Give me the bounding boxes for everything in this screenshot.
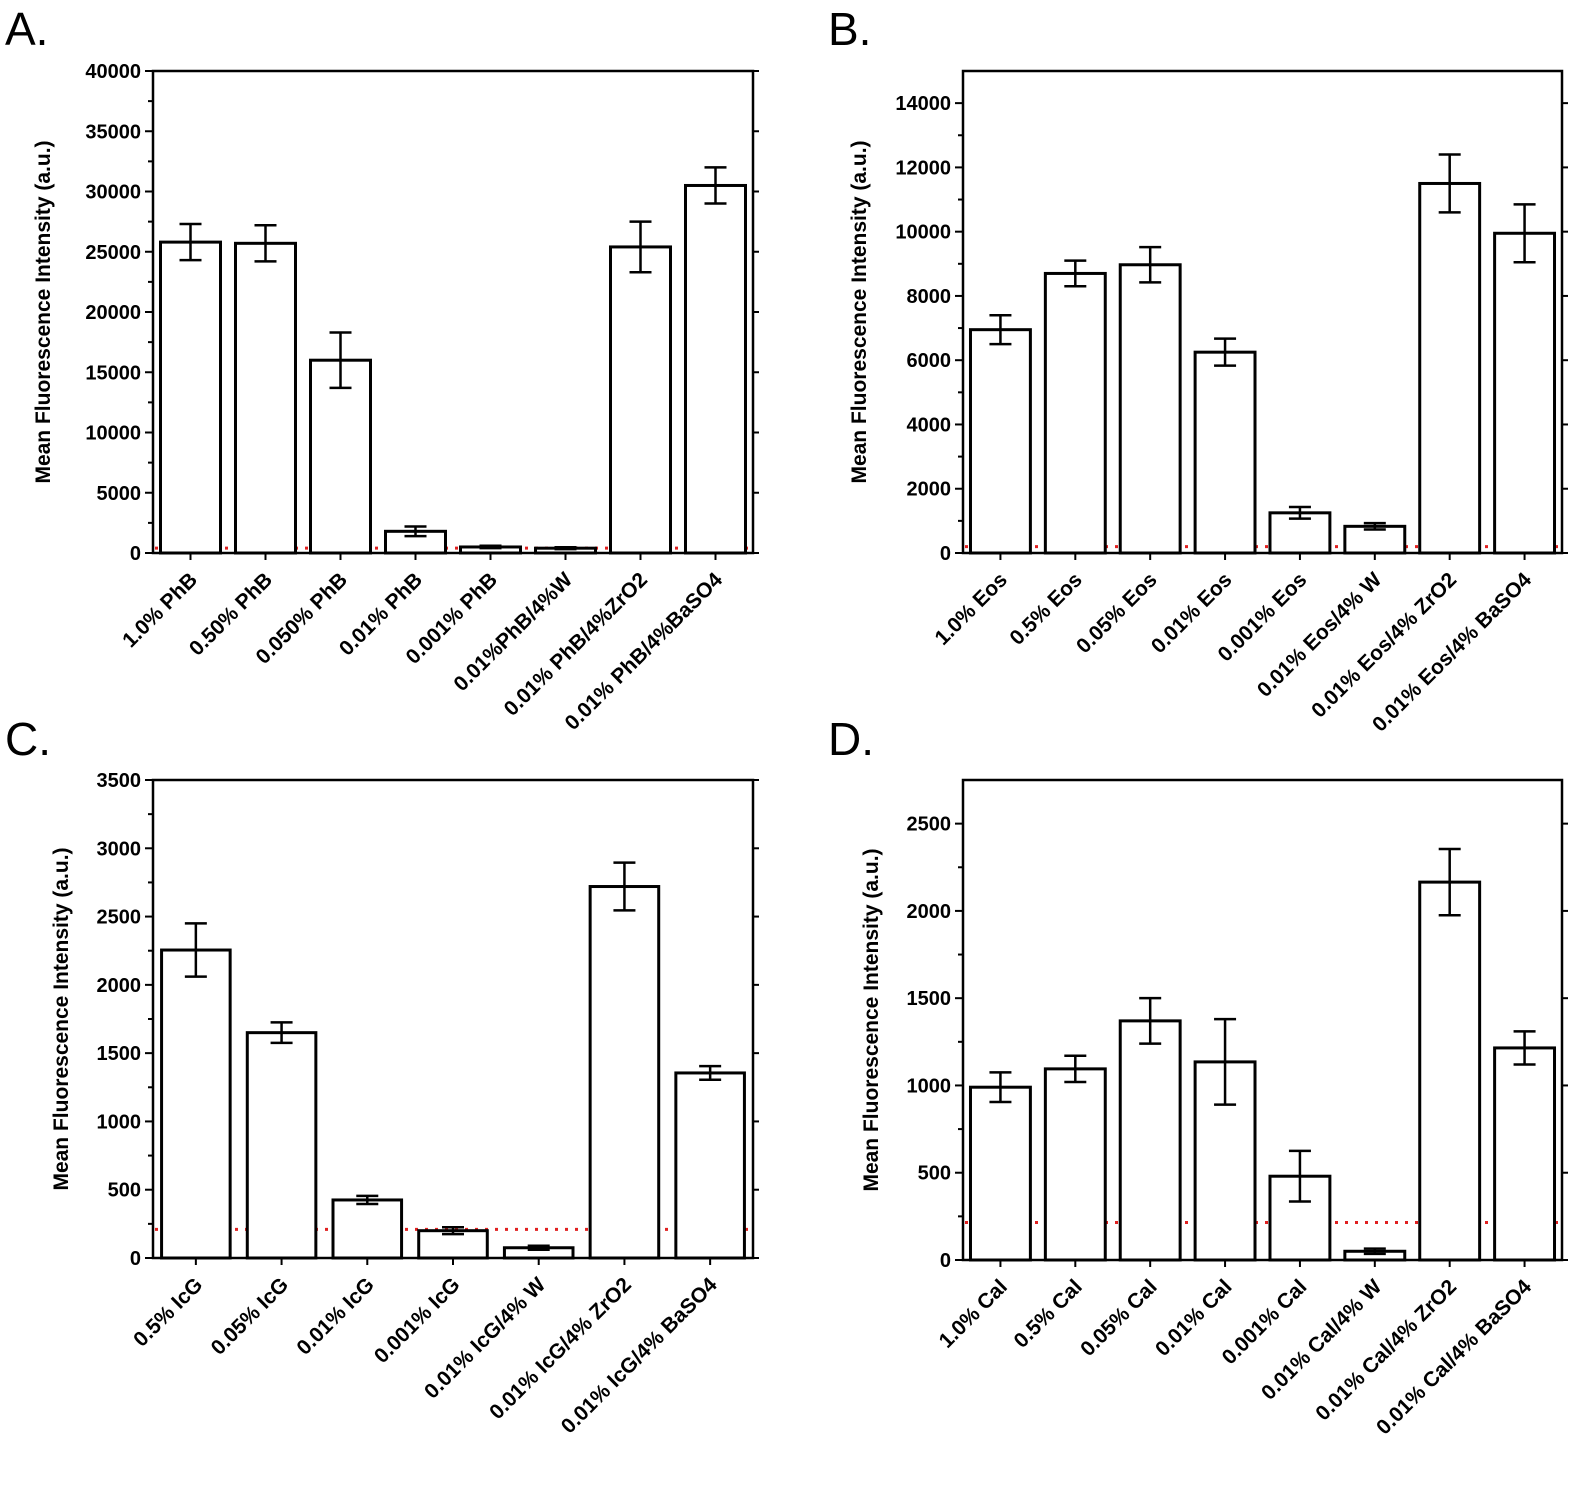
y-tick-label: 0 bbox=[130, 1248, 141, 1270]
y-tick-label: 30000 bbox=[85, 182, 141, 204]
y-axis-label: Mean Fluorescence Intensity (a.u.) bbox=[848, 140, 871, 483]
bar bbox=[1493, 231, 1557, 555]
y-tick-label: 3000 bbox=[97, 838, 142, 860]
x-tick-label: 0.01% Cal/4% BaSO4 bbox=[1372, 1275, 1536, 1439]
x-tick-label: 0.05% Cal bbox=[1076, 1275, 1162, 1361]
y-tick-label: 14000 bbox=[895, 93, 951, 115]
bar bbox=[245, 1031, 318, 1260]
y-tick-label: 500 bbox=[108, 1180, 141, 1202]
x-tick-label: 0.05% IcG bbox=[207, 1273, 293, 1359]
x-tick-label: 0.05% Eos bbox=[1072, 568, 1162, 658]
x-tick-label: 0.01% Eos/4% ZrO2 bbox=[1307, 568, 1461, 722]
y-tick-label: 4000 bbox=[907, 414, 952, 436]
bar bbox=[1193, 350, 1257, 555]
bar bbox=[968, 1085, 1032, 1262]
y-tick-label: 0 bbox=[940, 1250, 951, 1272]
panel-letter: B. bbox=[828, 3, 871, 55]
y-tick-label: 5000 bbox=[97, 483, 142, 505]
panel-a: A. Mean Fluorescence Intensity (a.u.) 0 500… bbox=[5, 3, 759, 735]
x-tick-label: 0.01% PhB/4%ZrO2 bbox=[500, 568, 652, 720]
y-tick-label: 1000 bbox=[97, 1111, 142, 1133]
x-tick-label: 1.0% Eos bbox=[931, 568, 1012, 649]
bar bbox=[1418, 880, 1482, 1262]
y-tick-label: 8000 bbox=[907, 286, 952, 308]
y-tick-label: 40000 bbox=[85, 61, 141, 83]
y-tick-label: 1500 bbox=[907, 988, 952, 1010]
y-tick-label: 1500 bbox=[97, 1043, 142, 1065]
y-tick-label: 2500 bbox=[907, 814, 952, 836]
panel-letter: C. bbox=[5, 713, 51, 765]
bar bbox=[1043, 1067, 1107, 1262]
plot-frame bbox=[961, 778, 1564, 1262]
bar bbox=[1418, 181, 1482, 555]
y-axis-label: Mean Fluorescence Intensity (a.u.) bbox=[32, 140, 55, 483]
panel-c: C. Mean Fluorescence Intensity (a.u.) 0 500… bbox=[5, 713, 759, 1438]
y-tick-label: 2500 bbox=[97, 907, 142, 929]
y-tick-label: 35000 bbox=[85, 121, 141, 143]
panel-letter: A. bbox=[5, 3, 48, 55]
y-tick-label: 15000 bbox=[85, 362, 141, 384]
y-tick-label: 6000 bbox=[907, 350, 952, 372]
x-tick-label: 0.01% Cal/4% ZrO2 bbox=[1311, 1275, 1461, 1425]
y-tick-label: 1000 bbox=[907, 1075, 952, 1097]
x-tick-label: 0.001% IcG bbox=[370, 1273, 465, 1368]
y-tick-label: 500 bbox=[918, 1163, 951, 1185]
bar bbox=[609, 245, 672, 555]
y-tick-label: 2000 bbox=[97, 975, 142, 997]
y-tick-label: 3500 bbox=[97, 770, 142, 792]
plot-frame bbox=[151, 69, 755, 555]
bar bbox=[684, 183, 747, 555]
x-tick-label: 0.01% IcG/4% ZrO2 bbox=[485, 1273, 636, 1424]
bar bbox=[1493, 1046, 1557, 1262]
plot-frame bbox=[961, 69, 1564, 555]
bar bbox=[1118, 263, 1182, 555]
y-tick-label: 0 bbox=[130, 543, 141, 565]
y-tick-label: 2000 bbox=[907, 901, 952, 923]
x-tick-label: 0.01% IcG/4% BaSO4 bbox=[557, 1273, 722, 1438]
bar bbox=[1043, 271, 1107, 555]
y-tick-label: 10000 bbox=[85, 423, 141, 445]
bar bbox=[331, 1198, 404, 1260]
y-tick-label: 10000 bbox=[895, 222, 951, 244]
bar bbox=[588, 885, 661, 1260]
bar bbox=[968, 328, 1032, 555]
x-tick-label: 0.01% IcG bbox=[292, 1273, 378, 1359]
y-tick-label: 12000 bbox=[895, 157, 951, 179]
x-tick-label: 0.5% IcG bbox=[129, 1273, 207, 1351]
y-axis-label: Mean Fluorescence Intensity (a.u.) bbox=[860, 848, 883, 1191]
plot-frame bbox=[151, 778, 755, 1260]
bar bbox=[309, 358, 372, 555]
x-tick-label: 0.5% Eos bbox=[1005, 568, 1086, 649]
bar bbox=[674, 1071, 746, 1260]
y-tick-label: 20000 bbox=[85, 302, 141, 324]
y-tick-label: 25000 bbox=[85, 242, 141, 264]
x-tick-label: 0.5% Cal bbox=[1009, 1275, 1086, 1352]
bar bbox=[234, 241, 297, 555]
x-tick-label: 0.01% PhB/4%BaSO4 bbox=[561, 568, 728, 735]
bar bbox=[1118, 1019, 1182, 1262]
x-tick-label: 0.01% Eos/4% W bbox=[1253, 568, 1387, 702]
panel-d: D. Mean Fluorescence Intensity (a.u.) 0 500… bbox=[828, 713, 1568, 1439]
y-tick-label: 0 bbox=[940, 543, 951, 565]
bar bbox=[160, 948, 232, 1260]
y-axis-label: Mean Fluorescence Intensity (a.u.) bbox=[50, 847, 73, 1190]
bar bbox=[159, 240, 222, 555]
panel-letter: D. bbox=[828, 713, 874, 765]
panel-b: B. Mean Fluorescence Intensity (a.u.) 0 200… bbox=[828, 3, 1568, 736]
y-tick-label: 2000 bbox=[907, 479, 952, 501]
x-tick-label: 1.0% Cal bbox=[935, 1275, 1012, 1352]
